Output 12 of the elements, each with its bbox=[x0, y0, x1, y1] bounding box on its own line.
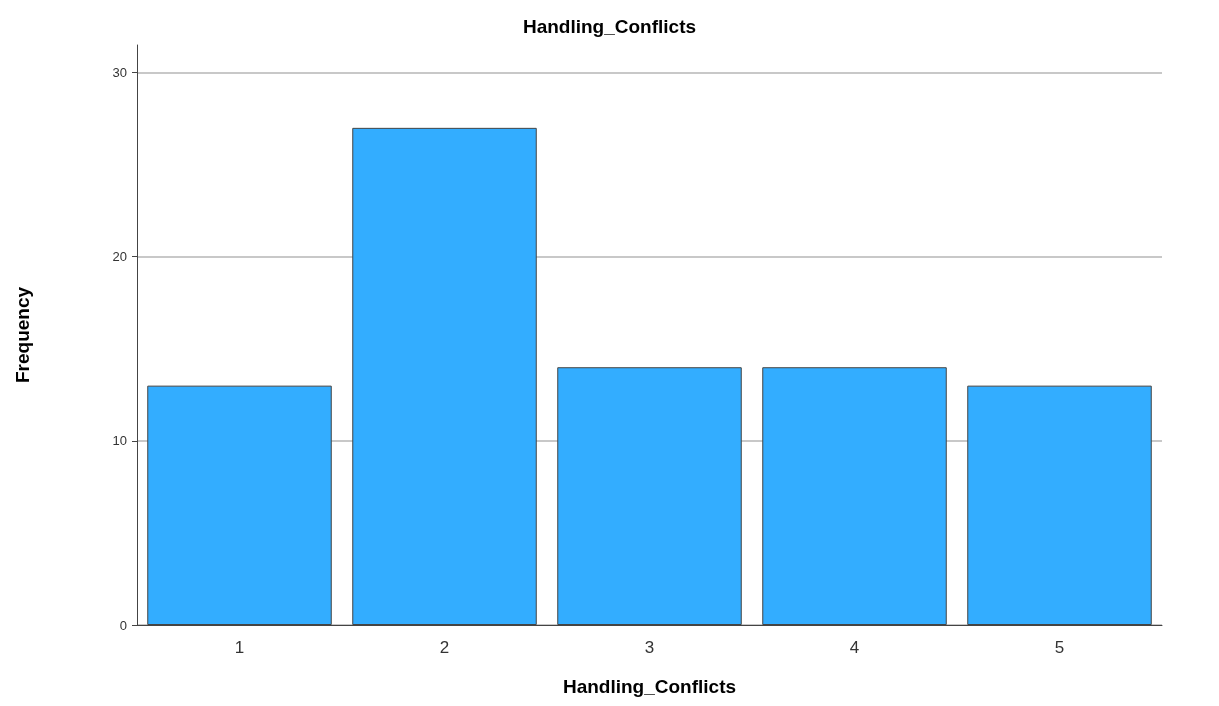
x-tick-label: 4 bbox=[849, 638, 860, 657]
x-tick-label: 2 bbox=[439, 638, 450, 657]
y-tick-label: 20 bbox=[112, 249, 127, 265]
y-tick-label: 10 bbox=[112, 433, 127, 449]
x-tick-label: 3 bbox=[644, 638, 655, 657]
x-axis-title: Handling_Conflicts bbox=[562, 676, 737, 697]
y-axis-title: Frequency bbox=[12, 286, 33, 384]
x-tick-label: 1 bbox=[234, 638, 245, 657]
y-tick-label: 0 bbox=[119, 617, 127, 633]
y-tick-label: 30 bbox=[112, 65, 127, 81]
chart-title: Handling_Conflicts bbox=[522, 16, 697, 37]
x-tick-label: 5 bbox=[1054, 638, 1065, 657]
